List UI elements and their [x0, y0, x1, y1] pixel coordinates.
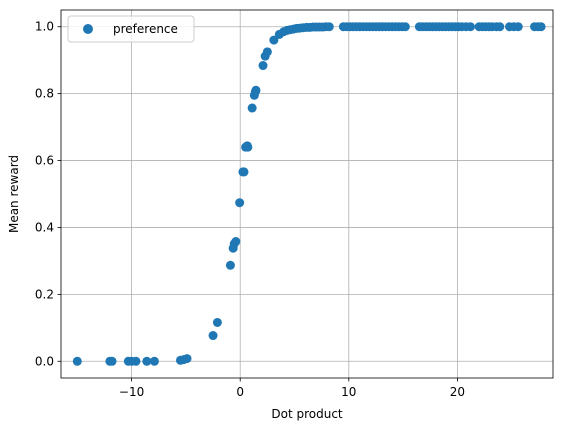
data-point [239, 167, 249, 177]
data-point [225, 260, 235, 270]
legend-marker [83, 24, 93, 34]
y-tick-label: 0.4 [35, 220, 54, 234]
x-tick-label: 10 [341, 385, 356, 399]
data-point [465, 22, 475, 32]
data-point [107, 356, 117, 366]
legend-box [67, 15, 195, 43]
x-axis-label: Dot product [271, 407, 343, 421]
data-point [212, 317, 222, 327]
data-point [243, 142, 253, 152]
data-point [251, 85, 261, 95]
x-tick-label: 20 [450, 385, 465, 399]
x-tick-label: 0 [236, 385, 244, 399]
data-point [258, 61, 268, 71]
legend: preference [67, 15, 195, 43]
plot-frame [60, 9, 554, 379]
plot-area-background [61, 10, 553, 378]
y-tick-label: 0.6 [35, 154, 54, 168]
data-point [182, 354, 192, 364]
axis-ticks: −10 0 10 20 0.0 0.2 0.4 0.6 0.8 1.0 [35, 20, 465, 399]
data-point [269, 35, 279, 45]
data-point [513, 22, 523, 32]
data-point [142, 356, 152, 366]
data-point [247, 103, 257, 113]
data-point [324, 22, 334, 32]
y-tick-label: 1.0 [35, 20, 54, 34]
data-point [536, 22, 546, 32]
y-tick-label: 0.8 [35, 87, 54, 101]
data-point [149, 356, 159, 366]
y-tick-label: 0.0 [35, 354, 54, 368]
data-points [72, 22, 546, 366]
data-point [231, 237, 241, 247]
legend-label: preference [113, 22, 178, 36]
data-point [262, 47, 272, 57]
data-point [400, 22, 410, 32]
data-point [72, 356, 82, 366]
y-tick-label: 0.2 [35, 287, 54, 301]
data-point [131, 356, 141, 366]
data-point [495, 22, 505, 32]
data-point [235, 198, 245, 208]
x-tick-label: −10 [119, 385, 144, 399]
data-point [208, 331, 218, 341]
y-axis-label: Mean reward [7, 155, 21, 233]
